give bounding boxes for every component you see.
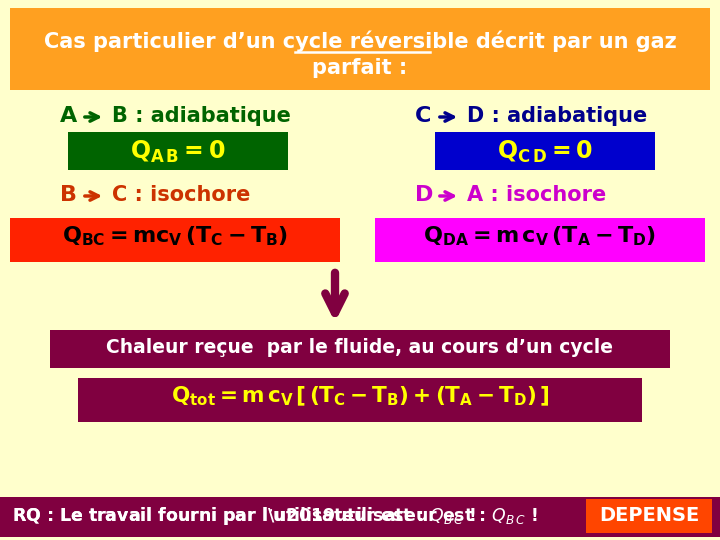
Text: Cas particulier d’un cycle réversible décrit par un gaz: Cas particulier d’un cycle réversible dé… [44,30,676,51]
Text: A: A [60,106,77,126]
Text: B : adiabatique: B : adiabatique [112,106,291,126]
Text: A : isochore: A : isochore [467,185,606,205]
Text: parfait :: parfait : [312,58,408,78]
Text: RQ : Le travail fourni par l’utilisateur est : $Q_{B\,C}$ !: RQ : Le travail fourni par l’utilisateur… [12,505,477,527]
Text: B: B [60,185,77,205]
Bar [586,499,712,533]
Text: $\mathbf{Q_{A\,B} = 0}$: $\mathbf{Q_{A\,B} = 0}$ [130,139,226,165]
Text: $\mathbf{Q_{BC} = mc_V\,(T_C - T_B)}$: $\mathbf{Q_{BC} = mc_V\,(T_C - T_B)}$ [62,224,288,248]
Bar [435,132,655,170]
Text: DEPENSE: DEPENSE [599,506,699,525]
Text: C: C [415,106,431,126]
Text: D: D [415,185,433,205]
Bar [10,8,710,90]
Bar [375,218,705,262]
Bar [78,378,642,422]
Bar [0,497,720,537]
Text: C : isochore: C : isochore [112,185,251,205]
Bar [68,132,288,170]
Text: RQ : Le travail fourni par l\u2019utilisateur est : $Q_{B\,C}$ !: RQ : Le travail fourni par l\u2019utilis… [12,505,538,527]
Bar [50,330,670,368]
Bar [10,218,340,262]
Text: $\mathbf{Q_{DA} = m\,c_V\,(T_A - T_D)}$: $\mathbf{Q_{DA} = m\,c_V\,(T_A - T_D)}$ [423,224,657,248]
Text: $\mathbf{Q_{tot} = m\,c_V\,[\,(T_C - T_B) + (T_A - T_D)\,]}$: $\mathbf{Q_{tot} = m\,c_V\,[\,(T_C - T_B… [171,385,549,408]
Text: Chaleur reçue  par le fluide, au cours d’un cycle: Chaleur reçue par le fluide, au cours d’… [107,338,613,357]
Text: $\mathbf{Q_{C\,D} = 0}$: $\mathbf{Q_{C\,D} = 0}$ [497,139,593,165]
Text: D : adiabatique: D : adiabatique [467,106,647,126]
